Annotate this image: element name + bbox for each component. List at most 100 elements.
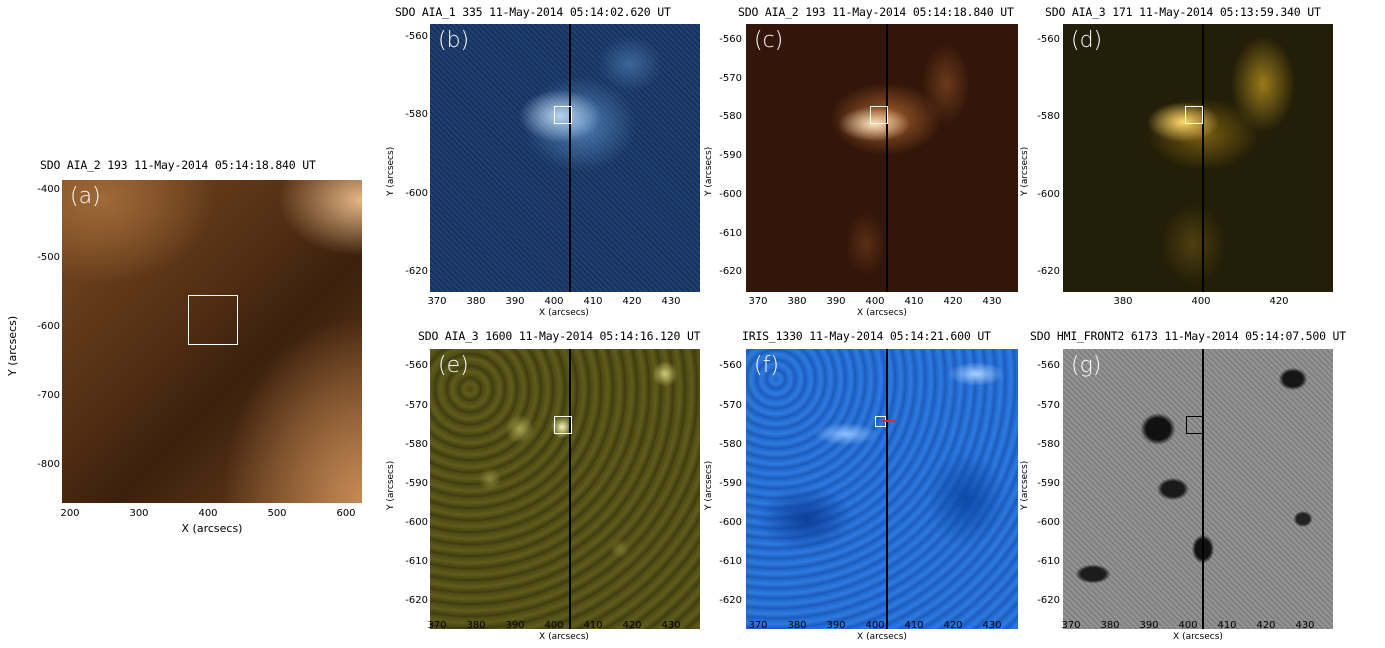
y-axis-label: Y (arcsecs) — [1020, 146, 1030, 196]
x-tick: 420 — [622, 620, 642, 631]
x-tick: 380 — [1100, 620, 1120, 631]
y-tick: -610 — [719, 556, 742, 567]
y-tick: -570 — [1037, 400, 1060, 411]
x-axis-label: X (arcsecs) — [857, 308, 907, 318]
x-tick: 420 — [622, 296, 642, 307]
y-tick: -560 — [405, 31, 428, 42]
y-tick: -600 — [1037, 517, 1060, 528]
y-tick: -570 — [719, 400, 742, 411]
panel-g-title: SDO HMI_FRONT2 6173 11-May-2014 05:14:07… — [1030, 329, 1347, 343]
y-tick: -580 — [405, 109, 428, 120]
x-tick: 400 — [865, 620, 885, 631]
x-axis-label: X (arcsecs) — [857, 632, 907, 642]
y-tick: -620 — [1037, 595, 1060, 606]
region-box — [870, 106, 888, 124]
x-tick: 600 — [336, 508, 356, 519]
x-tick: 390 — [1139, 620, 1159, 631]
x-tick: 390 — [505, 296, 525, 307]
y-tick: -580 — [1037, 439, 1060, 450]
y-tick: -620 — [1037, 266, 1060, 277]
x-tick: 410 — [1217, 620, 1237, 631]
x-tick: 410 — [904, 620, 924, 631]
x-tick: 430 — [982, 620, 1002, 631]
region-box — [1185, 106, 1203, 124]
panel-b-title: SDO AIA_1 335 11-May-2014 05:14:02.620 U… — [395, 5, 671, 19]
x-tick: 390 — [826, 296, 846, 307]
y-tick: -580 — [405, 439, 428, 450]
x-tick: 370 — [748, 620, 768, 631]
slit-line — [1202, 24, 1204, 292]
x-tick: 430 — [661, 296, 681, 307]
y-tick: -620 — [719, 595, 742, 606]
x-tick: 430 — [1295, 620, 1315, 631]
x-tick: 430 — [661, 620, 681, 631]
x-tick: 390 — [826, 620, 846, 631]
x-tick: 380 — [1113, 296, 1133, 307]
x-tick: 380 — [466, 296, 486, 307]
y-tick: -590 — [719, 478, 742, 489]
panel-d-title: SDO AIA_3 171 11-May-2014 05:13:59.340 U… — [1045, 5, 1321, 19]
y-tick: -560 — [719, 34, 742, 45]
x-tick: 400 — [544, 620, 564, 631]
x-tick: 400 — [198, 508, 218, 519]
y-tick: -610 — [719, 228, 742, 239]
x-tick: 380 — [466, 620, 486, 631]
panel-c-label: (c) — [754, 28, 784, 53]
y-tick: -620 — [719, 266, 742, 277]
y-tick: -600 — [405, 517, 428, 528]
region-box — [1186, 416, 1204, 434]
y-tick: -580 — [1037, 111, 1060, 122]
y-tick: -620 — [405, 595, 428, 606]
x-tick: 420 — [1256, 620, 1276, 631]
y-tick: -400 — [37, 184, 60, 195]
x-tick: 420 — [943, 296, 963, 307]
y-tick: -570 — [719, 73, 742, 84]
x-tick: 400 — [544, 296, 564, 307]
x-axis-label: X (arcsecs) — [539, 308, 589, 318]
panel-f-label: (f) — [754, 353, 779, 378]
panel-c-image: (c) — [746, 24, 1018, 292]
slit-line — [569, 349, 571, 629]
y-tick: -600 — [1037, 189, 1060, 200]
x-tick: 400 — [1178, 620, 1198, 631]
x-tick: 420 — [1269, 296, 1289, 307]
x-tick: 410 — [583, 296, 603, 307]
y-axis-label: Y (arcsecs) — [6, 315, 19, 376]
panel-e-title: SDO AIA_3 1600 11-May-2014 05:14:16.120 … — [418, 329, 701, 343]
slit-line — [569, 24, 571, 292]
y-tick: -600 — [719, 517, 742, 528]
region-box — [554, 106, 572, 124]
y-tick: -580 — [719, 439, 742, 450]
x-tick: 370 — [427, 620, 447, 631]
y-tick: -610 — [405, 556, 428, 567]
slit-line — [886, 349, 888, 629]
panel-e-label: (e) — [438, 353, 469, 378]
panel-d-label: (d) — [1071, 28, 1103, 53]
panel-f-title: IRIS_1330 11-May-2014 05:14:21.600 UT — [742, 329, 991, 343]
panel-a-label: (a) — [70, 184, 101, 209]
y-axis-label: Y (arcsecs) — [386, 146, 396, 196]
region-box — [188, 295, 238, 345]
x-tick: 370 — [427, 296, 447, 307]
y-axis-label: Y (arcsecs) — [704, 460, 714, 510]
red-marker — [882, 420, 896, 422]
y-tick: -570 — [405, 400, 428, 411]
panel-a-title: SDO AIA_2 193 11-May-2014 05:14:18.840 U… — [40, 158, 316, 172]
y-tick: -560 — [1037, 34, 1060, 45]
x-tick: 300 — [129, 508, 149, 519]
y-tick: -600 — [37, 321, 60, 332]
x-tick: 390 — [505, 620, 525, 631]
slit-line — [1202, 349, 1204, 629]
y-tick: -600 — [405, 188, 428, 199]
panel-b-image: (b) — [430, 24, 700, 292]
x-tick: 410 — [904, 296, 924, 307]
y-tick: -560 — [1037, 360, 1060, 371]
panel-d-image: (d) — [1063, 24, 1333, 292]
y-tick: -560 — [719, 360, 742, 371]
y-tick: -620 — [405, 266, 428, 277]
panel-a-image: (a) — [62, 180, 362, 503]
x-tick: 500 — [267, 508, 287, 519]
x-tick: 370 — [1061, 620, 1081, 631]
x-tick: 380 — [787, 620, 807, 631]
y-tick: -700 — [37, 390, 60, 401]
